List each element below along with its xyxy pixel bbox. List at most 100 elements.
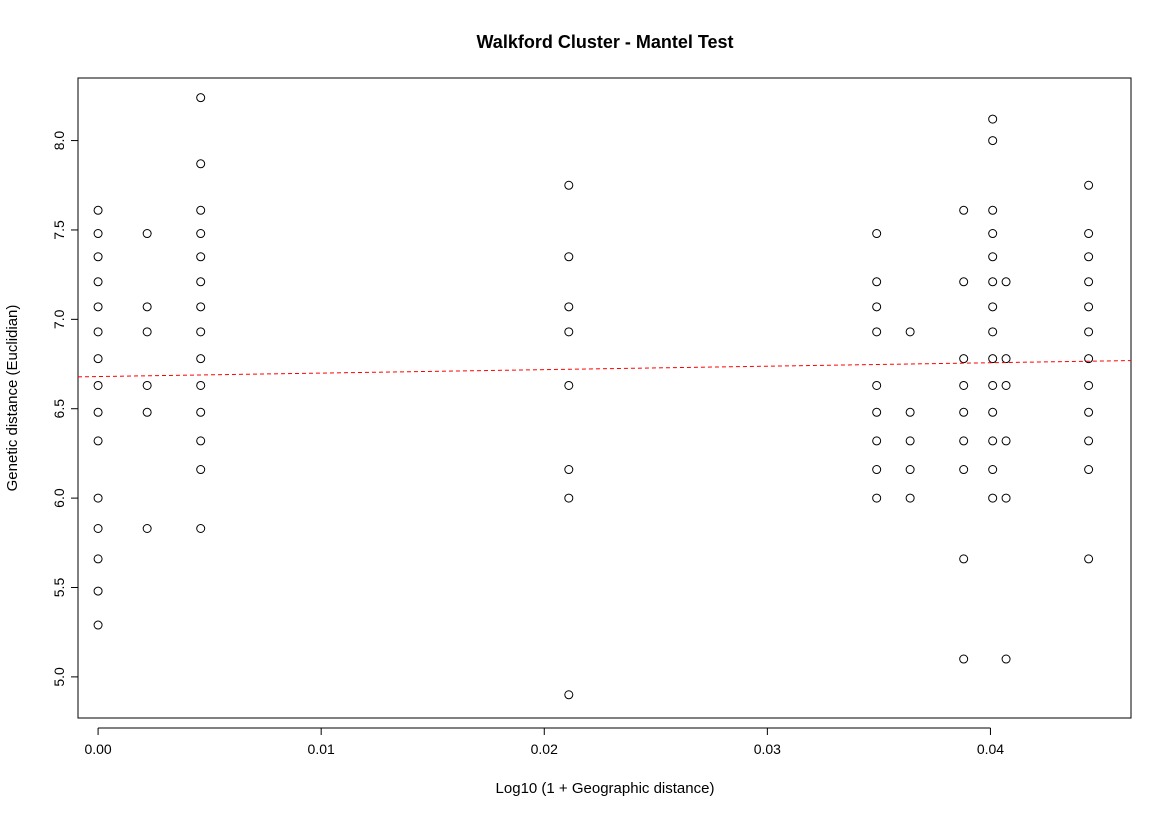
x-tick-label: 0.03 — [754, 741, 781, 757]
data-point — [905, 493, 915, 503]
x-axis: 0.00 0.01 0.02 0.03 0.04 — [84, 727, 1004, 757]
data-point — [872, 277, 882, 287]
data-point — [988, 114, 998, 124]
data-point — [196, 465, 206, 475]
data-point — [959, 436, 969, 446]
y-tick-label: 8.0 — [51, 131, 67, 151]
data-point — [1001, 277, 1011, 287]
data-point — [988, 436, 998, 446]
data-point — [1084, 354, 1094, 364]
data-point — [872, 229, 882, 239]
y-axis-label: Genetic distance (Euclidian) — [4, 305, 21, 492]
data-point — [872, 302, 882, 312]
data-point — [988, 380, 998, 390]
y-axis: 5.0 5.5 6.0 6.5 7.0 7.5 8.0 — [51, 131, 79, 687]
y-tick-label: 6.0 — [51, 488, 67, 508]
data-point — [959, 465, 969, 475]
data-point — [1084, 554, 1094, 564]
data-point — [564, 690, 574, 700]
data-point — [564, 252, 574, 262]
data-point — [196, 277, 206, 287]
data-point — [1084, 252, 1094, 262]
data-point — [93, 380, 103, 390]
data-point — [93, 586, 103, 596]
x-tick-label: 0.02 — [531, 741, 558, 757]
data-point — [564, 302, 574, 312]
data-point — [1084, 229, 1094, 239]
data-point — [1001, 380, 1011, 390]
data-point — [872, 436, 882, 446]
y-tick-label: 7.5 — [51, 220, 67, 240]
data-point — [93, 493, 103, 503]
data-point — [905, 327, 915, 337]
data-point — [93, 327, 103, 337]
data-point — [93, 252, 103, 262]
data-point — [196, 407, 206, 417]
data-point — [142, 302, 152, 312]
data-point — [196, 205, 206, 215]
chart-title: Walkford Cluster - Mantel Test — [476, 32, 733, 52]
data-point — [959, 554, 969, 564]
x-axis-label: Log10 (1 + Geographic distance) — [496, 780, 715, 797]
data-point — [196, 354, 206, 364]
data-point — [196, 159, 206, 169]
y-tick-label: 5.5 — [51, 578, 67, 598]
data-point — [142, 407, 152, 417]
data-point — [93, 524, 103, 534]
data-point — [564, 465, 574, 475]
data-point — [872, 407, 882, 417]
data-point — [988, 465, 998, 475]
data-point — [196, 524, 206, 534]
data-point — [988, 327, 998, 337]
data-point — [872, 465, 882, 475]
data-point — [988, 205, 998, 215]
data-point — [872, 380, 882, 390]
data-point — [196, 229, 206, 239]
x-tick-label: 0.01 — [308, 741, 335, 757]
data-point — [93, 205, 103, 215]
data-point — [93, 302, 103, 312]
y-tick-label: 6.5 — [51, 399, 67, 419]
data-point — [1084, 436, 1094, 446]
data-point — [1084, 380, 1094, 390]
data-point — [1084, 327, 1094, 337]
data-point — [905, 407, 915, 417]
data-point — [93, 229, 103, 239]
data-point — [988, 252, 998, 262]
data-point — [196, 436, 206, 446]
data-point — [959, 654, 969, 664]
data-point — [959, 277, 969, 287]
data-point — [872, 327, 882, 337]
data-point — [988, 229, 998, 239]
data-point — [1084, 465, 1094, 475]
data-point — [93, 620, 103, 630]
data-point — [959, 380, 969, 390]
data-point — [93, 277, 103, 287]
data-point — [142, 327, 152, 337]
data-point — [196, 302, 206, 312]
data-point — [988, 354, 998, 364]
data-point — [93, 354, 103, 364]
data-point — [988, 302, 998, 312]
data-point — [564, 380, 574, 390]
data-point — [905, 436, 915, 446]
data-point — [196, 380, 206, 390]
data-point — [905, 465, 915, 475]
data-point — [988, 277, 998, 287]
data-point — [1084, 277, 1094, 287]
data-point — [196, 252, 206, 262]
data-point — [196, 327, 206, 337]
data-point — [959, 407, 969, 417]
data-point — [93, 407, 103, 417]
data-point — [1001, 436, 1011, 446]
y-tick-label: 7.0 — [51, 309, 67, 329]
data-point — [1084, 302, 1094, 312]
data-point — [872, 493, 882, 503]
data-point — [93, 554, 103, 564]
data-point — [1001, 654, 1011, 664]
points-layer — [93, 93, 1094, 700]
data-point — [988, 407, 998, 417]
y-tick-label: 5.0 — [51, 667, 67, 687]
data-point — [959, 205, 969, 215]
